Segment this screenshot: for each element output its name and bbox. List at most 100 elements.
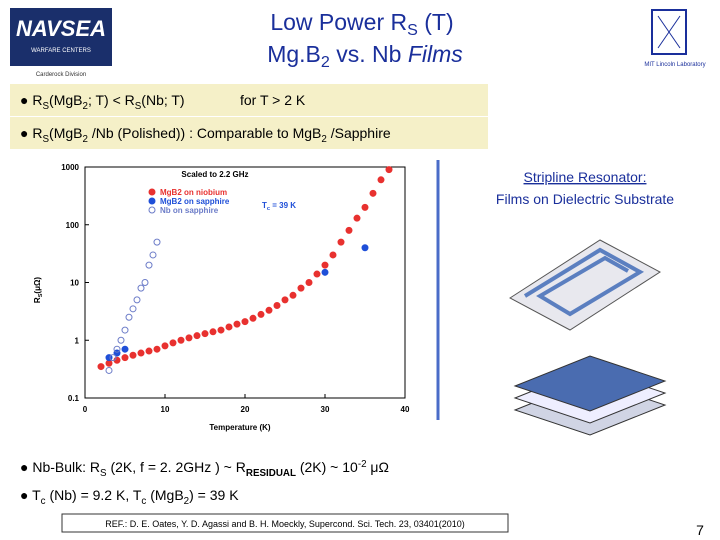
logo-text: NAVSEA bbox=[16, 16, 106, 41]
logo-division: Carderock Division bbox=[36, 72, 86, 78]
t: T bbox=[32, 487, 41, 503]
reference: REF.: D. E. Oates, Y. D. Agassi and B. H… bbox=[105, 519, 465, 529]
point bbox=[329, 251, 337, 259]
point bbox=[149, 251, 157, 259]
lab-name: MIT Lincoln Laboratory bbox=[644, 62, 705, 68]
point bbox=[225, 323, 233, 331]
y-axis-label: RS(μΩ) bbox=[33, 277, 44, 303]
t: 2 bbox=[82, 101, 87, 112]
point bbox=[289, 291, 297, 299]
bullet-box-1 bbox=[10, 84, 488, 116]
point bbox=[249, 314, 257, 322]
y-tick-label: 0.1 bbox=[68, 394, 80, 403]
t: S bbox=[38, 293, 44, 297]
annotation: Tc = 39 K bbox=[262, 201, 296, 212]
t: (μΩ) bbox=[33, 277, 42, 294]
point bbox=[169, 339, 177, 347]
x-tick-label: 0 bbox=[83, 405, 88, 414]
legend-marker bbox=[148, 197, 156, 205]
t: S bbox=[135, 101, 142, 112]
x-tick-label: 30 bbox=[321, 405, 330, 414]
t: 2 bbox=[82, 134, 87, 145]
point bbox=[241, 318, 249, 326]
point bbox=[177, 336, 185, 344]
bottom-bullet-1: ● Nb-Bulk: RS (2K, f = 2. 2GHz ) ~ RRESI… bbox=[20, 459, 389, 479]
point bbox=[313, 270, 321, 278]
point bbox=[153, 345, 161, 353]
plot-frame bbox=[84, 166, 406, 399]
point bbox=[117, 336, 125, 344]
t: c bbox=[267, 206, 270, 212]
substrate bbox=[509, 239, 661, 331]
point bbox=[137, 349, 145, 357]
point bbox=[121, 345, 129, 353]
point bbox=[185, 334, 193, 342]
legend-label: MgB2 on niobium bbox=[160, 188, 227, 197]
t: Films bbox=[408, 41, 463, 67]
title-2: Mg.B2 vs. Nb Films bbox=[267, 41, 463, 71]
y-tick-label: 10 bbox=[70, 279, 79, 288]
legend-label: Nb on sapphire bbox=[160, 206, 219, 215]
t: = 39 K bbox=[270, 201, 296, 210]
x-axis-label: Temperature (K) bbox=[209, 423, 271, 432]
resonator-image bbox=[509, 239, 667, 436]
point bbox=[361, 244, 369, 252]
t: Low Power R bbox=[270, 9, 407, 35]
point bbox=[193, 332, 201, 340]
point bbox=[125, 313, 133, 321]
x-tick-label: 20 bbox=[241, 405, 250, 414]
point bbox=[297, 284, 305, 292]
legend-marker bbox=[148, 206, 156, 214]
ref-box bbox=[61, 513, 509, 533]
t: S bbox=[42, 101, 49, 112]
t: R bbox=[32, 125, 42, 141]
logo-sub: WARFARE CENTERS bbox=[31, 48, 91, 54]
t: S bbox=[100, 468, 107, 479]
point bbox=[97, 363, 105, 371]
point bbox=[217, 326, 225, 334]
point bbox=[321, 268, 329, 276]
page-number: 7 bbox=[696, 522, 704, 538]
t: (Nb) = 9.2 K, T bbox=[46, 487, 142, 503]
t: 2 bbox=[321, 134, 326, 145]
point bbox=[145, 261, 153, 269]
t: ) = 39 K bbox=[189, 487, 239, 503]
t: Nb-Bulk: R bbox=[32, 459, 100, 475]
bottom-bullet-2: ● Tc (Nb) = 9.2 K, Tc (MgB2) = 39 K bbox=[20, 487, 239, 507]
y-tick-label: 100 bbox=[66, 221, 80, 230]
t: (T) bbox=[418, 9, 454, 35]
t: Mg.B bbox=[267, 41, 321, 67]
chart: Temperature (K) RS(μΩ) Scaled to 2.2 GHz… bbox=[33, 163, 410, 432]
t: S bbox=[407, 21, 418, 39]
point bbox=[153, 238, 161, 246]
point bbox=[281, 296, 289, 304]
t: ; T) < R bbox=[88, 92, 135, 108]
t: 2 bbox=[321, 53, 330, 71]
t: (Nb; T) bbox=[141, 92, 184, 108]
point bbox=[369, 189, 377, 197]
t: vs. Nb bbox=[330, 41, 408, 67]
t: (2K) ~ 10 bbox=[296, 459, 358, 475]
point bbox=[337, 238, 345, 246]
t: R bbox=[32, 92, 42, 108]
point bbox=[121, 326, 129, 334]
t: RESIDUAL bbox=[246, 468, 296, 479]
t: 2 bbox=[184, 496, 189, 507]
chart-title: Scaled to 2.2 GHz bbox=[181, 170, 248, 179]
side-title: Stripline Resonator: bbox=[524, 169, 647, 185]
t: T bbox=[262, 201, 267, 210]
y-tick-label: 1000 bbox=[61, 163, 79, 172]
point bbox=[305, 279, 313, 286]
t: (MgB bbox=[146, 487, 183, 503]
mit-logo bbox=[651, 9, 687, 55]
point bbox=[385, 166, 393, 174]
point bbox=[201, 330, 209, 338]
point bbox=[209, 328, 217, 336]
point bbox=[353, 214, 361, 222]
point bbox=[273, 301, 281, 309]
point bbox=[377, 176, 385, 184]
legend-marker bbox=[148, 188, 156, 196]
point bbox=[265, 306, 273, 314]
point bbox=[129, 305, 137, 313]
